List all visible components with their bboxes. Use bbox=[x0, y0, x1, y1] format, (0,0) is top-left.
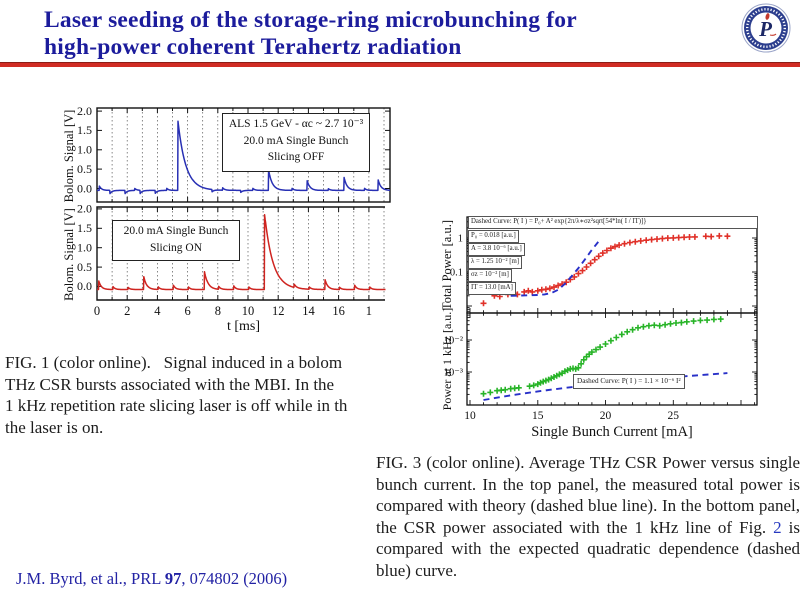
title-line-2: high-power coherent Terahertz radiation bbox=[44, 34, 462, 60]
fig1-bottom-annotation: 20.0 mA Single Bunch Slicing ON bbox=[112, 220, 240, 261]
fig3-bottom-frame bbox=[466, 312, 758, 406]
fig1-caption-line: the laser is on. bbox=[5, 417, 104, 437]
svg-text:2.0: 2.0 bbox=[77, 202, 92, 216]
citation: J.M. Byrd, et al., PRL 97, 074802 (2006) bbox=[16, 569, 287, 589]
title-line-1: Laser seeding of the storage-ring microb… bbox=[44, 7, 577, 33]
fig1-ann-line: 20.0 mA Single Bunch bbox=[123, 225, 229, 237]
logo-flame-icon bbox=[765, 13, 770, 20]
logo-ring-text bbox=[746, 8, 786, 48]
svg-text:15: 15 bbox=[532, 410, 544, 422]
citation-text: , 074802 (2006) bbox=[181, 569, 288, 588]
fig1-top-ylabel: Bolom. Signal [V] bbox=[62, 109, 76, 203]
svg-text:1.0: 1.0 bbox=[77, 143, 92, 157]
mbi-theory-dashed bbox=[510, 238, 603, 297]
svg-text:1.5: 1.5 bbox=[77, 221, 92, 235]
measured-total-power bbox=[480, 232, 731, 307]
fig3-top-ylabel: Total Power [a.u.] bbox=[440, 219, 454, 311]
svg-text:1.0: 1.0 bbox=[77, 241, 92, 255]
svg-text:8: 8 bbox=[215, 304, 221, 318]
logo-red-swoosh bbox=[769, 33, 777, 36]
citation-text: J.M. Byrd, et al., PRL bbox=[16, 569, 165, 588]
svg-text:10: 10 bbox=[242, 304, 255, 318]
fig3-caption-text: is compared with the expected quadratic … bbox=[376, 517, 800, 580]
bolometer-signal-slicing-off bbox=[96, 120, 391, 195]
fig2-reference-link: 2 bbox=[773, 517, 782, 537]
fig1-ann-line: ALS 1.5 GeV - αc ~ 2.7 10⁻³ bbox=[228, 118, 364, 130]
svg-text:2.0: 2.0 bbox=[77, 104, 92, 118]
svg-text:1: 1 bbox=[458, 234, 463, 245]
fig1-ann-line: Slicing OFF bbox=[267, 151, 325, 163]
fig3-xlabel: Single Bunch Current [mA] bbox=[531, 424, 693, 440]
fig3-param-p0: P₀ = 0.018 [a.u.] bbox=[468, 230, 519, 243]
logo-letter: P bbox=[758, 17, 772, 41]
fig1-top-frame bbox=[96, 107, 391, 203]
fig3-caption-text: FIG. 3 (color online). Average THz CSR P… bbox=[376, 453, 800, 537]
citation-volume: 97 bbox=[164, 569, 182, 588]
svg-text:4: 4 bbox=[154, 304, 161, 318]
fig1-caption: FIG. 1 (color online). Signal induced in… bbox=[5, 352, 397, 438]
svg-text:20: 20 bbox=[600, 410, 612, 422]
svg-text:12: 12 bbox=[272, 304, 285, 318]
fig1-caption-line: THz CSR bursts associated with the MBI. … bbox=[5, 374, 335, 394]
fig1-bottom-ylabel: Bolom. Signal [V] bbox=[62, 208, 76, 301]
svg-text:10: 10 bbox=[464, 410, 476, 422]
bolometer-signal-slicing-on bbox=[96, 214, 386, 291]
fig3-param-a: A = 3.8 10⁻⁶ [a.u.] bbox=[468, 243, 525, 256]
figure-3: 1 0.1 10⁻² 10⁻³ 10 15 20 25 Dashed Curve: P( I … bbox=[437, 208, 760, 450]
svg-text:0.5: 0.5 bbox=[77, 260, 92, 274]
fig1-xlabel: t [ms] bbox=[226, 319, 261, 334]
svg-text:2: 2 bbox=[124, 304, 130, 318]
fig1-ann-line: 20.0 mA Single Bunch bbox=[243, 134, 349, 147]
svg-text:14: 14 bbox=[302, 304, 315, 318]
svg-text:16: 16 bbox=[332, 304, 345, 318]
fig1-ann-line: Slicing ON bbox=[149, 241, 203, 254]
title-underline bbox=[0, 62, 800, 67]
svg-text:10⁻²: 10⁻² bbox=[444, 336, 463, 347]
slide-title: Laser seeding of the storage-ring microb… bbox=[44, 7, 744, 61]
fig3-plot: 1 0.1 10⁻² 10⁻³ 10 15 20 25 bbox=[444, 216, 758, 422]
svg-text:0.5: 0.5 bbox=[77, 162, 92, 176]
fig1-bottom-frame bbox=[96, 206, 385, 301]
quadratic-dependence-dashed bbox=[483, 372, 728, 401]
svg-text:10⁻³: 10⁻³ bbox=[444, 368, 463, 379]
fig3-bottom-ylabel: Power at 1 kHz [a.u.] bbox=[440, 307, 454, 411]
svg-text:1.5: 1.5 bbox=[77, 123, 92, 137]
fig1-caption-line: 1 kHz repetition rate slicing laser is o… bbox=[5, 396, 348, 415]
fig1-plot: 0.0 0.5 1.0 1.5 2.0 0.0 0.5 1.0 1.5 2.0 0 2 4 6 8 10 12 1… bbox=[77, 104, 391, 318]
svg-text:6: 6 bbox=[184, 304, 190, 318]
fig1-top-annotation: ALS 1.5 GeV - αc ~ 2.7 10⁻³ 20.0 mA Sing… bbox=[222, 113, 370, 172]
svg-text:0.1: 0.1 bbox=[450, 268, 463, 279]
figure-1: 0.0 0.5 1.0 1.5 2.0 0.0 0.5 1.0 1.5 2.0 0 2 4 6 8 10 12 1… bbox=[35, 95, 397, 343]
svg-text:0: 0 bbox=[94, 304, 100, 318]
svg-text:1: 1 bbox=[366, 304, 372, 318]
svg-text:0.0: 0.0 bbox=[77, 181, 92, 195]
fig3-theory-formula: Dashed Curve: P( I ) = P₀+ A² exp{2π/λ∗σ… bbox=[468, 216, 758, 229]
power-at-1khz bbox=[480, 316, 724, 397]
fig3-param-it: IT = 13.0 [mA] bbox=[468, 282, 516, 295]
fig3-caption: FIG. 3 (color online). Average THz CSR P… bbox=[376, 452, 800, 581]
svg-text:0.0: 0.0 bbox=[77, 279, 92, 293]
fig3-param-sigma: σz = 10⁻² [m] bbox=[468, 269, 512, 282]
fig3-param-lambda: λ = 1.25 10⁻² [m] bbox=[468, 256, 523, 269]
svg-text:25: 25 bbox=[668, 410, 680, 422]
institute-of-physics-cas-logo: P bbox=[741, 3, 791, 53]
fig3-quadratic-annotation: Dashed Curve: P( I ) = 1.1 × 10⁻⁶ I² bbox=[573, 374, 685, 389]
fig1-caption-line: FIG. 1 (color online). Signal induced in… bbox=[5, 353, 343, 372]
